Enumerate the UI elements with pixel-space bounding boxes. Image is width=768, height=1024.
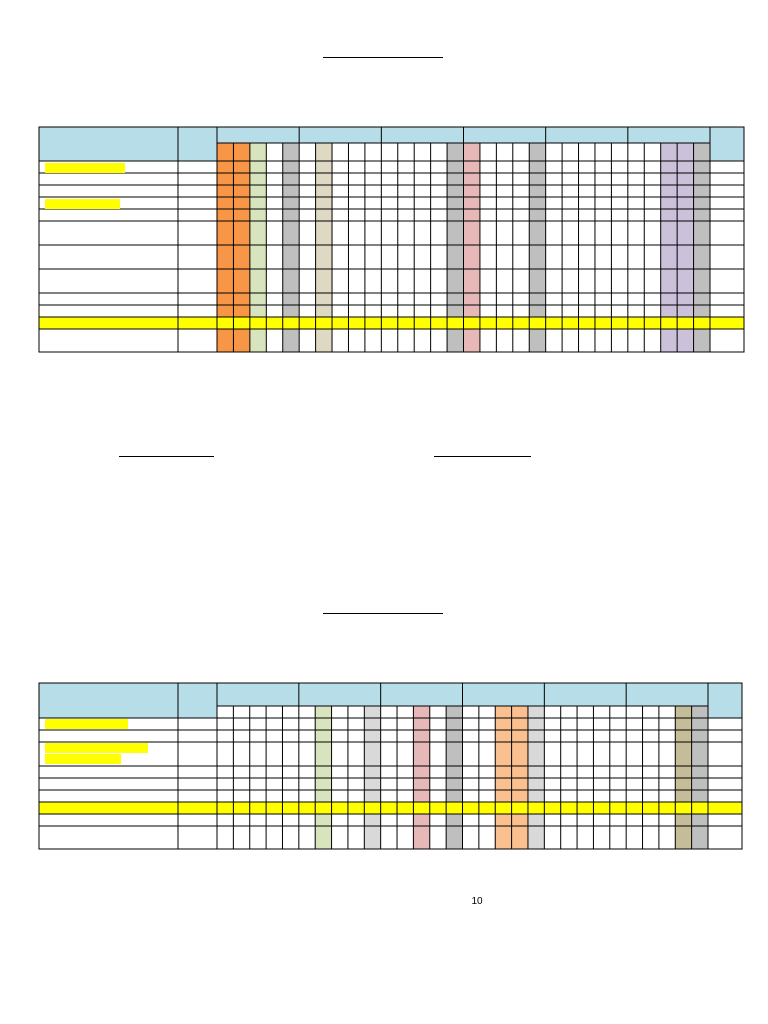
right-subtitle-underline [434, 456, 531, 457]
colored-column [233, 143, 250, 352]
colored-column [529, 143, 546, 352]
left-subtitle-underline [119, 456, 214, 457]
highlighted-row [39, 317, 744, 329]
header-name-cell [39, 683, 217, 718]
colored-column [217, 143, 234, 352]
colored-column [282, 143, 300, 352]
top-title-underline [323, 57, 443, 58]
colored-column [677, 143, 694, 352]
table-bottom-label-highlight [45, 754, 121, 764]
bottom-title-underline [323, 613, 443, 614]
table-bottom-label-highlight [45, 719, 128, 729]
table-bottom-label-highlight [45, 743, 148, 753]
header-last-cell [708, 683, 742, 718]
header-last-cell [710, 127, 744, 161]
schedule-table-top [38, 126, 745, 353]
colored-column [463, 143, 480, 352]
table-top-label-highlight [45, 163, 125, 173]
highlighted-row [39, 802, 742, 814]
colored-column [249, 143, 267, 352]
colored-column [660, 143, 678, 352]
colored-column [693, 143, 710, 352]
schedule-table-bottom [38, 682, 743, 850]
page-number: 10 [471, 896, 483, 907]
table-top-label-highlight [45, 199, 120, 209]
colored-column [447, 143, 464, 352]
colored-column [315, 143, 333, 352]
header-name-cell [39, 127, 217, 161]
